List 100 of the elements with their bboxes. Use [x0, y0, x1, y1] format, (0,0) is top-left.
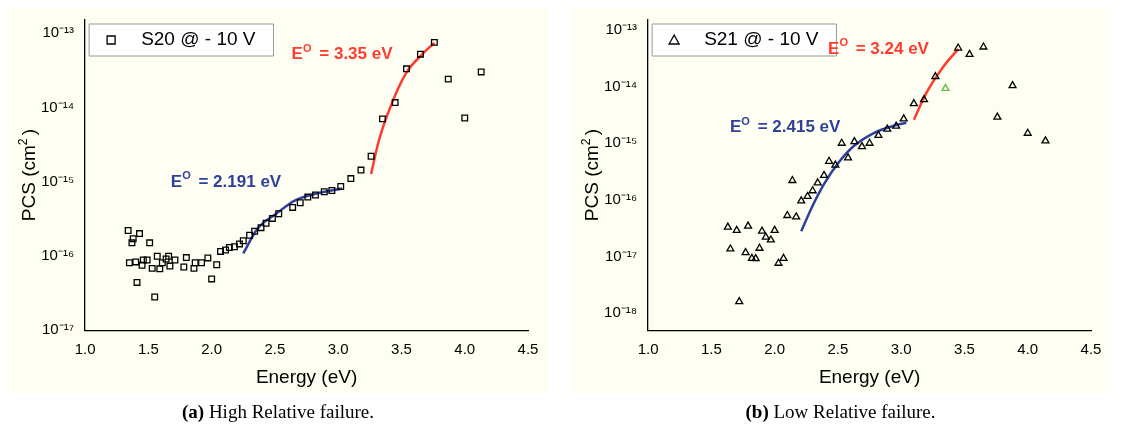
legend-label: S20 @ - 10 V — [141, 28, 256, 50]
point — [180, 263, 188, 271]
point — [230, 243, 238, 251]
x-tick-label: 1.0 — [637, 340, 659, 358]
point — [430, 38, 438, 46]
point — [930, 71, 939, 80]
x-tick-label: 2.5 — [264, 340, 286, 358]
point — [864, 138, 874, 146]
point — [802, 191, 812, 200]
point — [732, 225, 741, 233]
point — [246, 231, 254, 239]
point — [873, 130, 883, 138]
point — [347, 175, 355, 183]
y-tick-label: 10⁻¹⁷ — [604, 246, 637, 264]
point — [125, 259, 133, 267]
point — [725, 244, 734, 252]
text: (b) Low Relative failure. — [745, 401, 936, 422]
point — [477, 68, 485, 76]
point — [891, 121, 900, 129]
point — [740, 248, 750, 256]
y-tick-label: 10⁻¹⁶ — [603, 190, 637, 208]
point — [778, 253, 788, 261]
point — [132, 258, 140, 266]
point — [723, 222, 732, 230]
point — [239, 237, 247, 245]
point — [964, 49, 974, 58]
point — [158, 259, 166, 267]
x-tick-label: 4.5 — [517, 340, 539, 358]
point — [1040, 136, 1050, 144]
y-tick-label: 10⁻¹⁴ — [603, 76, 637, 94]
x-tick-label: 3.5 — [953, 340, 975, 358]
x-axis-title: Energy (eV) — [255, 365, 358, 387]
point — [444, 75, 452, 83]
point — [289, 203, 297, 211]
point — [747, 253, 756, 261]
point — [191, 259, 199, 267]
point — [766, 235, 775, 243]
point — [328, 187, 336, 194]
point — [773, 258, 783, 266]
point — [796, 196, 805, 204]
point — [978, 42, 988, 50]
point — [899, 114, 908, 122]
point — [151, 293, 159, 301]
point — [304, 193, 312, 201]
point — [217, 247, 224, 255]
point — [770, 225, 779, 233]
y-tick-label: 10⁻¹⁸ — [603, 303, 637, 321]
point — [204, 254, 212, 262]
point — [379, 115, 386, 123]
point — [133, 278, 141, 286]
y-tick-label: 10⁻¹⁵ — [603, 133, 637, 151]
x-tick-label: 2.5 — [827, 340, 848, 358]
x-tick-label: 1.5 — [700, 340, 722, 358]
point — [757, 226, 766, 234]
point — [791, 212, 800, 220]
point — [162, 255, 170, 263]
point — [761, 232, 770, 240]
y-tick-label: 10⁻¹⁵ — [41, 171, 75, 189]
point — [139, 256, 147, 264]
x-axis-title: Energy (eV) — [818, 365, 920, 387]
point — [190, 264, 198, 272]
point — [136, 230, 144, 238]
point — [909, 99, 918, 107]
point — [262, 219, 270, 227]
point — [734, 296, 743, 305]
y-tick-label: 10⁻¹³ — [604, 20, 637, 38]
point — [953, 43, 962, 51]
x-tick-label: 2.0 — [763, 340, 785, 358]
point — [1023, 128, 1032, 136]
point — [128, 239, 136, 247]
point — [208, 275, 216, 283]
point — [357, 166, 365, 174]
point — [743, 221, 752, 229]
x-tick-label: 1.5 — [137, 340, 159, 358]
point — [311, 191, 319, 199]
point — [257, 224, 265, 232]
point — [824, 156, 833, 164]
text: (a) High Relative failure. — [181, 401, 375, 422]
x-tick-label: 3.0 — [890, 340, 912, 358]
point — [1007, 80, 1017, 89]
point — [813, 178, 822, 186]
point — [754, 243, 764, 251]
point — [165, 252, 173, 260]
point — [843, 153, 852, 161]
point — [268, 214, 276, 222]
point — [751, 253, 760, 262]
point — [819, 170, 828, 179]
point — [213, 261, 221, 269]
point — [171, 256, 179, 264]
point — [222, 246, 230, 254]
point — [275, 210, 283, 218]
point — [236, 240, 243, 248]
x-tick-label: 4.5 — [1080, 340, 1101, 358]
y-tick-label: 10⁻¹³ — [42, 23, 75, 41]
point — [143, 256, 151, 264]
point — [198, 259, 206, 267]
y-tick-label: 10⁻¹⁷ — [42, 320, 75, 338]
point — [182, 254, 190, 262]
y-tick-label: 10⁻¹⁶ — [41, 246, 75, 264]
point — [391, 99, 399, 107]
